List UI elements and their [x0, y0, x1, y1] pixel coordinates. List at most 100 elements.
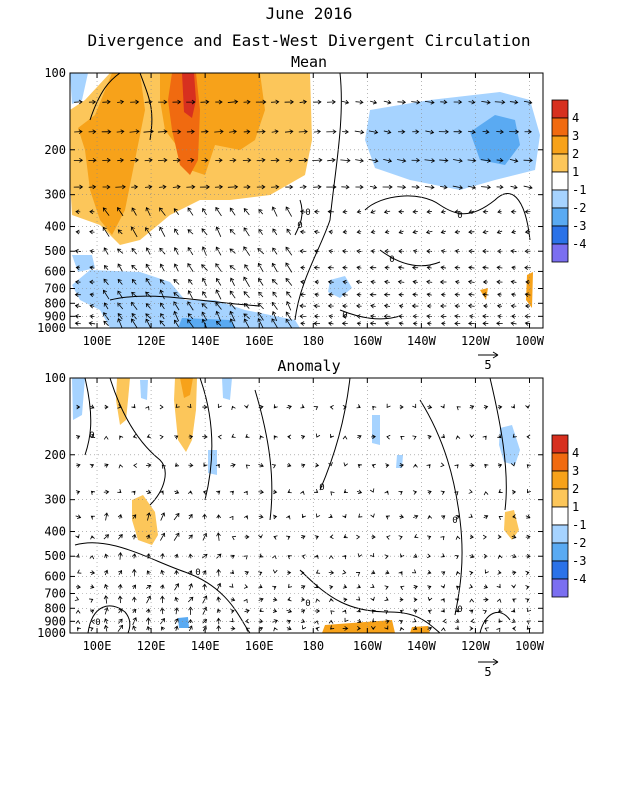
wind-vector — [258, 626, 264, 632]
wind-vector — [88, 129, 97, 135]
wind-vector — [468, 489, 473, 494]
wind-vector — [74, 99, 83, 105]
wind-vector — [386, 535, 391, 540]
wind-vector — [412, 618, 417, 623]
wind-vector — [259, 608, 264, 613]
wind-vector — [427, 570, 432, 575]
wind-vector — [270, 157, 280, 163]
wind-vector — [145, 608, 151, 614]
wind-vector — [454, 249, 460, 254]
wind-vector — [131, 568, 137, 576]
wind-vector — [117, 99, 125, 105]
wind-vector — [200, 99, 210, 105]
wind-vector — [511, 534, 517, 539]
wind-vector — [285, 246, 293, 256]
x-tick-label: 100W — [515, 334, 545, 348]
zero-contour-line — [139, 73, 153, 141]
wind-vector — [287, 462, 292, 468]
wind-vector — [383, 99, 392, 105]
x-tick-label: 140E — [191, 639, 220, 653]
wind-vector — [343, 597, 348, 603]
wind-vector — [271, 464, 277, 469]
wind-vector — [482, 279, 488, 285]
wind-vector — [414, 533, 419, 539]
wind-vector — [215, 226, 222, 237]
wind-vector — [468, 248, 475, 254]
wind-vector — [398, 491, 403, 496]
wind-vector — [482, 321, 489, 326]
wind-vector — [103, 302, 109, 310]
wind-vector — [146, 625, 151, 631]
wind-vector — [161, 464, 166, 469]
wind-vector — [398, 229, 404, 234]
wind-vector — [454, 229, 460, 235]
y-tick-label: 300 — [44, 493, 66, 507]
wind-vector — [328, 314, 334, 319]
wind-vector — [425, 229, 433, 235]
wind-vector — [313, 321, 321, 326]
y-tick-label: 600 — [44, 264, 66, 278]
wind-vector — [104, 463, 109, 468]
wind-vector — [467, 185, 477, 190]
wind-vector — [356, 321, 362, 326]
y-tick-label: 700 — [44, 282, 66, 296]
wind-vector — [199, 184, 210, 190]
wind-vector — [173, 278, 180, 285]
negative-divergence-area — [72, 270, 300, 328]
wind-vector — [481, 184, 492, 190]
y-tick-label: 800 — [44, 601, 66, 615]
wind-vector — [371, 534, 376, 540]
wind-vector — [75, 553, 80, 558]
wind-vector — [370, 626, 376, 631]
wind-vector — [356, 303, 362, 309]
wind-vector — [159, 490, 164, 495]
wind-vector — [398, 303, 404, 309]
wind-vector — [301, 513, 306, 519]
wind-vector — [90, 515, 95, 520]
wind-vector — [326, 129, 337, 135]
wind-vector — [131, 278, 137, 285]
colorbar-tick-label: 4 — [572, 446, 579, 460]
wind-vector — [244, 571, 249, 576]
x-tick-label: 180 — [302, 334, 324, 348]
wind-vector — [102, 99, 111, 105]
wind-vector — [215, 277, 222, 286]
wind-vector — [355, 184, 364, 190]
wind-vector — [187, 596, 194, 603]
zero-contour-line — [479, 611, 511, 633]
wind-vector — [103, 265, 109, 271]
wind-vector — [258, 277, 264, 286]
wind-vector — [227, 99, 239, 105]
colorbar-swatch — [551, 506, 569, 526]
wind-vector — [470, 618, 475, 624]
y-tick-label: 400 — [44, 220, 66, 234]
wind-vector — [259, 435, 264, 440]
wind-vector — [313, 229, 320, 235]
wind-vector — [526, 434, 531, 440]
wind-vector — [440, 209, 446, 214]
wind-vector — [356, 584, 361, 589]
positive-anomaly-area — [116, 378, 130, 425]
wind-vector — [160, 532, 166, 541]
wind-vector — [454, 491, 459, 496]
wind-vector — [497, 434, 502, 439]
contour-label: 0 — [457, 605, 462, 615]
colorbar-swatch — [551, 153, 569, 173]
wind-vector — [523, 185, 533, 190]
wind-vector — [412, 490, 418, 495]
wind-vector — [468, 229, 475, 235]
wind-vector — [117, 404, 122, 409]
wind-vector — [497, 209, 502, 214]
wind-vector — [245, 464, 251, 469]
wind-vector — [442, 618, 447, 624]
wind-vector — [131, 184, 139, 190]
wind-vector — [383, 129, 392, 135]
wind-vector — [286, 619, 292, 624]
wind-vector — [468, 209, 475, 214]
wind-vector — [160, 626, 165, 631]
wind-vector — [397, 99, 407, 105]
zero-contour-line — [364, 193, 531, 241]
wind-vector — [315, 626, 320, 632]
wind-vector — [510, 303, 517, 309]
